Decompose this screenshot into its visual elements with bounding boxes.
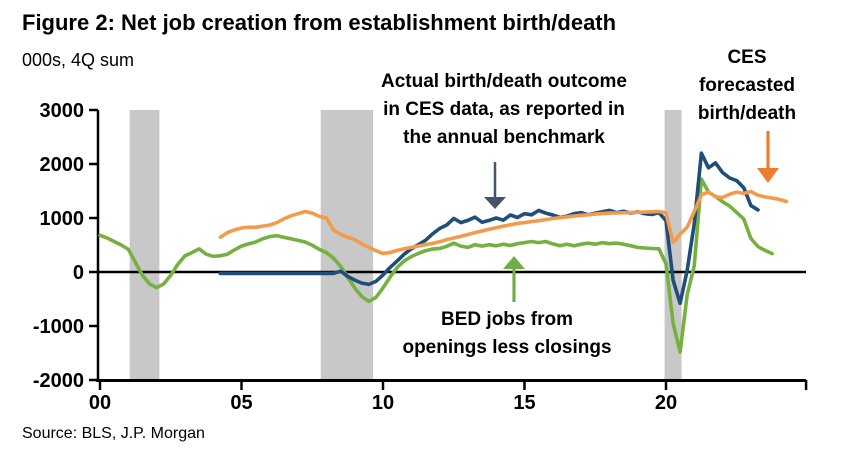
annotation-line: Actual birth/death outcome (381, 71, 627, 92)
axis-units-label: 000s, 4Q sum (22, 50, 135, 70)
annotation-ces-actual: Actual birth/death outcome in CES data, … (354, 68, 654, 152)
svg-text:10: 10 (372, 392, 394, 414)
annotation-line: the annual benchmark (403, 127, 605, 148)
svg-text:1000: 1000 (40, 208, 85, 230)
chart-series (98, 151, 789, 354)
annotation-ces-forecast: CES forecasted birth/death (677, 44, 817, 128)
svg-text:15: 15 (513, 392, 535, 414)
annotation-line: birth/death (697, 103, 797, 124)
svg-text:05: 05 (230, 392, 252, 414)
svg-text:-1000: -1000 (33, 316, 84, 338)
svg-text:3000: 3000 (40, 100, 85, 122)
source-note: Source: BLS, J.P. Morgan (22, 425, 205, 442)
svg-text:00: 00 (89, 392, 111, 414)
annotation-line: forecasted (698, 75, 796, 96)
annotation-line: BED jobs from (441, 309, 573, 330)
svg-text:20: 20 (655, 392, 677, 414)
annotation-line: CES (727, 47, 767, 68)
annotation-line: in CES data, as reported in (383, 99, 625, 120)
svg-text:2000: 2000 (40, 154, 85, 176)
annotation-line: openings less closings (402, 337, 612, 358)
annotation-arrows (484, 131, 779, 302)
figure-title: Figure 2: Net job creation from establis… (22, 10, 617, 35)
svg-text:-2000: -2000 (33, 370, 84, 392)
svg-text:0: 0 (73, 262, 84, 284)
annotation-bed-jobs: BED jobs from openings less closings (377, 306, 637, 362)
